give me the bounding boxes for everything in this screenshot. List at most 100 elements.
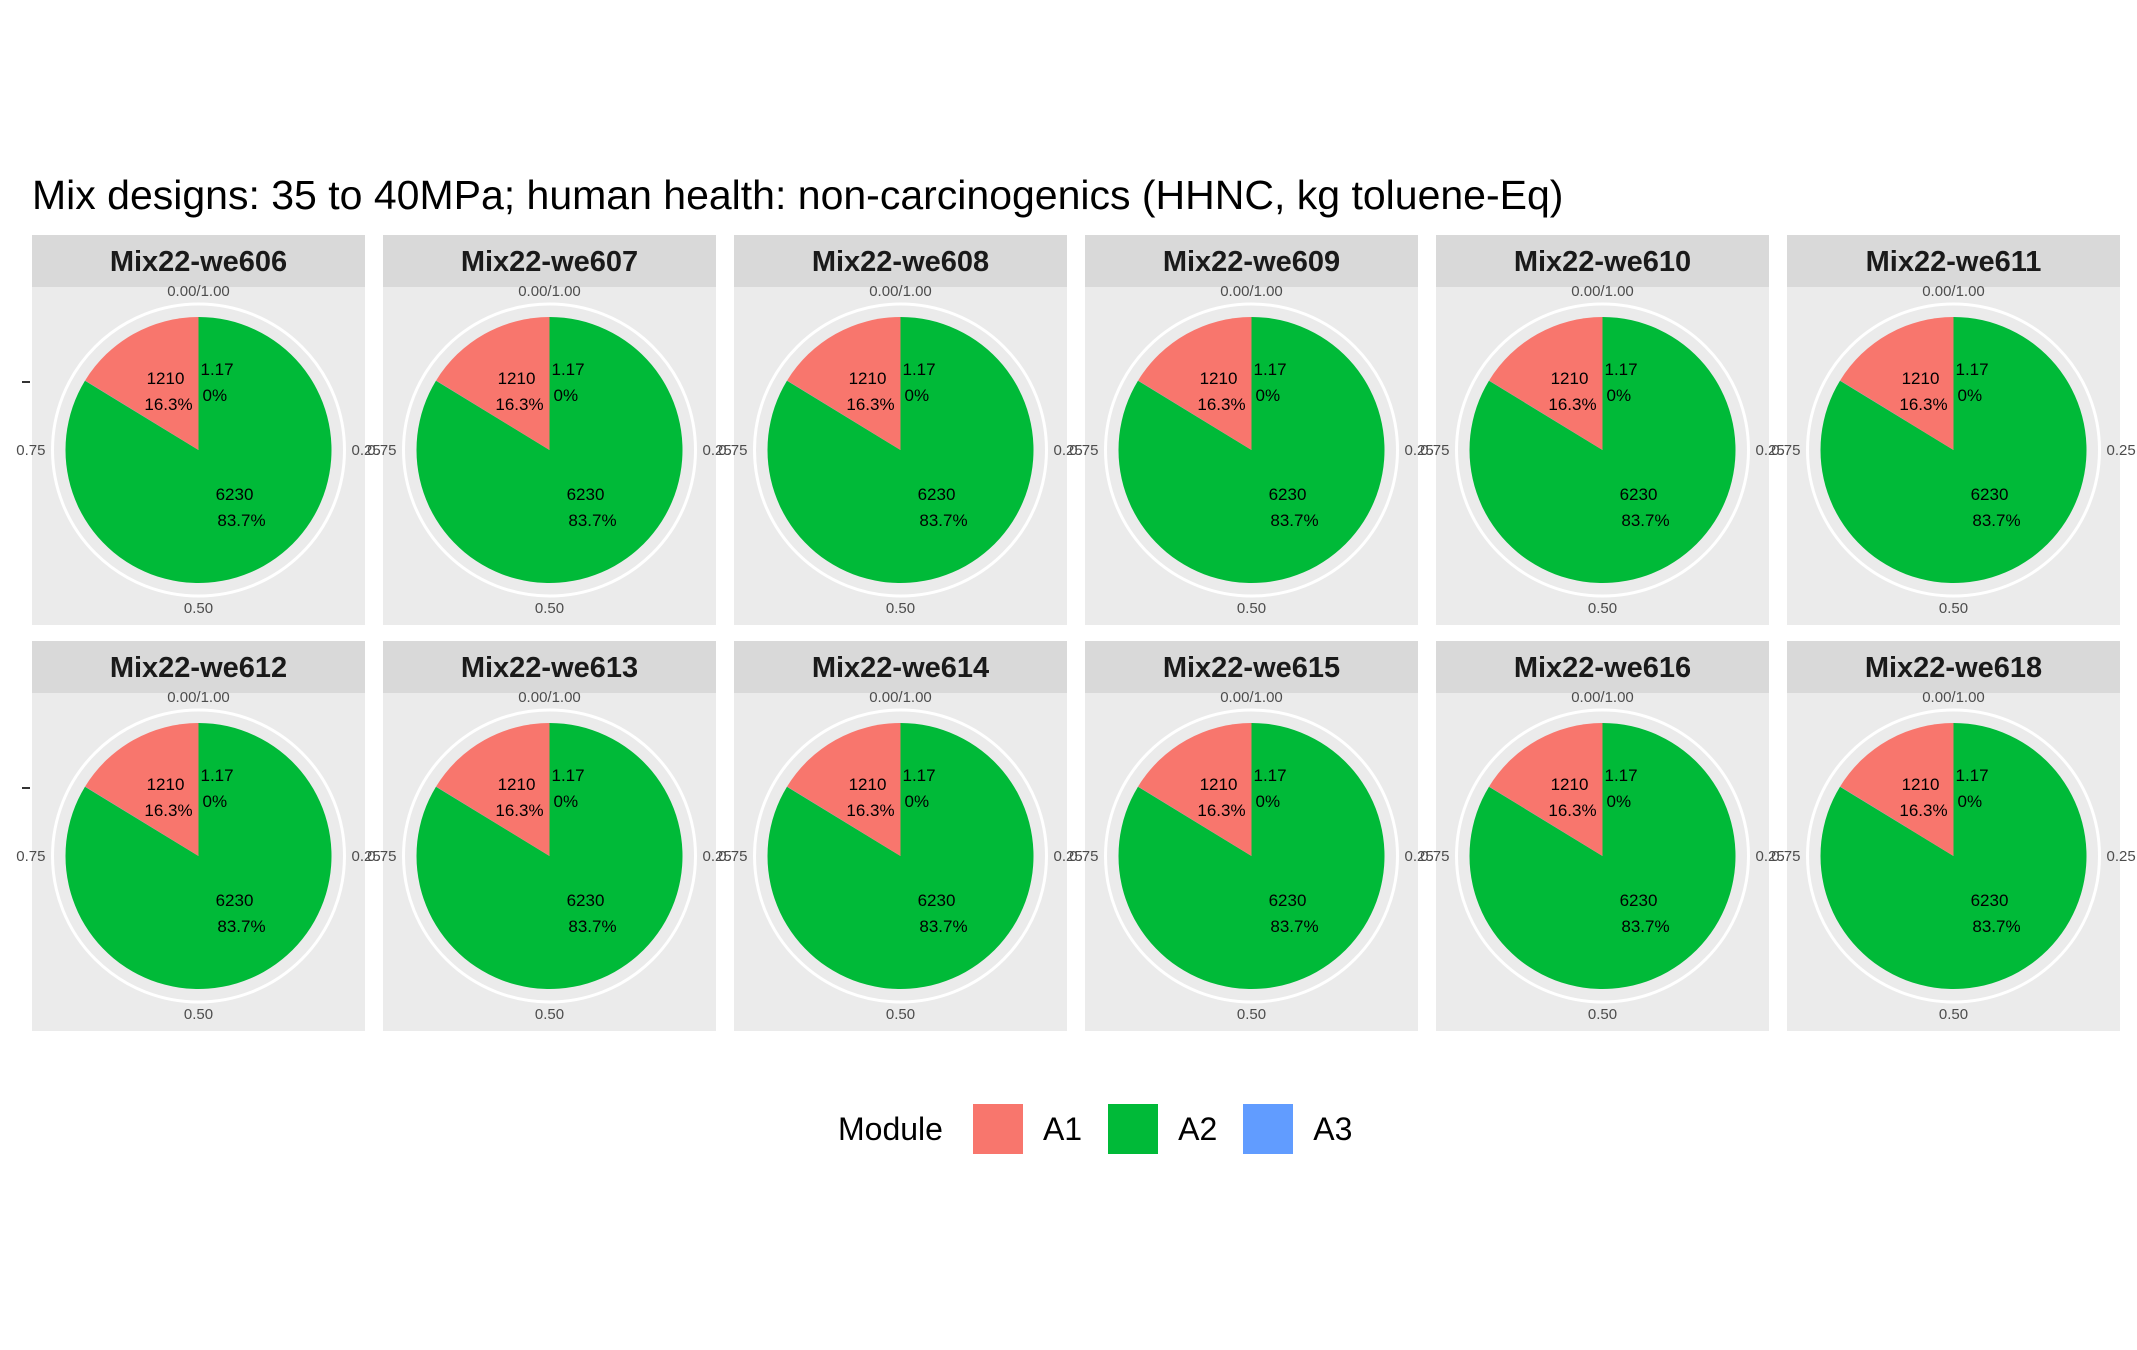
data-label-a1-pct: 16.3%	[144, 395, 192, 414]
legend-item-a1: A1	[972, 1104, 1082, 1154]
data-label-a3-value: 1.17	[1956, 360, 1989, 379]
panel-mix22-we614: Mix22-we614 0.00/1.00 0.25 0.50 0.75 1210 16.3…	[718, 641, 1083, 1031]
polar-grid-ring	[51, 302, 346, 598]
polar-grid-ring	[51, 708, 346, 1004]
legend-key-a3	[1243, 1104, 1294, 1154]
data-label-a2-pct: 83.7%	[1270, 917, 1318, 936]
data-label-a2-value: 6230	[567, 485, 605, 504]
data-label-a2-pct: 83.7%	[1270, 511, 1318, 530]
data-label-a3-pct: 0%	[203, 792, 228, 811]
panel-mix22-we611: Mix22-we611 0.00/1.00 0.25 0.50 0.75 1210 16.3…	[1771, 235, 2136, 625]
data-label-a2-value: 6230	[1620, 485, 1658, 504]
data-label-a3-value: 1.17	[201, 360, 234, 379]
data-label-a2-pct: 83.7%	[1972, 917, 2020, 936]
data-label-a1-value: 1210	[849, 775, 887, 794]
data-label-a2-pct: 83.7%	[217, 511, 265, 530]
data-label-a2-pct: 83.7%	[1621, 917, 1669, 936]
panel-strip	[1787, 235, 2120, 287]
panel-mix22-we613: Mix22-we613 0.00/1.00 0.25 0.50 0.75 1210 16.3…	[367, 641, 732, 1031]
panel-strip	[734, 235, 1067, 287]
data-label-a3-value: 1.17	[1605, 766, 1638, 785]
tick-label-left: 0.75	[1069, 848, 1098, 865]
data-label-a3-pct: 0%	[554, 386, 579, 405]
data-label-a3-value: 1.17	[1254, 360, 1287, 379]
tick-label-top: 0.00/1.00	[518, 689, 581, 706]
data-label-a2-value: 6230	[1620, 891, 1658, 910]
panel-strip	[32, 235, 365, 287]
data-label-a3-value: 1.17	[552, 360, 585, 379]
legend-key-a1	[972, 1104, 1023, 1154]
tick-label-top: 0.00/1.00	[1922, 283, 1985, 300]
panel-strip-label: Mix22-we614	[812, 652, 989, 684]
panel-strip	[1436, 235, 1769, 287]
pie-slice-a3	[786, 786, 901, 856]
data-label-a3-pct: 0%	[1256, 792, 1281, 811]
pie-slice-a3	[1137, 380, 1252, 450]
pie-slice-a2	[416, 723, 683, 990]
tick-label-right: 0.25	[1405, 442, 1434, 459]
data-label-a2-value: 6230	[1269, 485, 1307, 504]
data-label-a1-pct: 16.3%	[846, 395, 894, 414]
legend-item-a3: A3	[1243, 1104, 1352, 1154]
data-label-a1-pct: 16.3%	[495, 801, 543, 820]
panel-strip	[1085, 235, 1418, 287]
panel-mix22-we606: Mix22-we606 0.00/1.00 0.25 0.50 0.75 1210 16.3…	[16, 235, 381, 625]
legend: Module A1 A2 A3	[838, 1104, 1378, 1154]
tick-label-bottom: 0.50	[1939, 1006, 1968, 1023]
data-label-a3-pct: 0%	[905, 792, 930, 811]
polar-grid-ring	[753, 708, 1048, 1004]
polar-grid-ring	[1806, 708, 2101, 1004]
data-label-a2-pct: 83.7%	[919, 917, 967, 936]
pie-slice-a3	[435, 380, 550, 450]
data-label-a2-value: 6230	[216, 891, 254, 910]
tick-label-bottom: 0.50	[1237, 1006, 1266, 1023]
pie-slice-a3	[84, 380, 199, 450]
data-label-a2-value: 6230	[567, 891, 605, 910]
polar-grid-ring	[402, 302, 697, 598]
polar-grid-ring	[1455, 302, 1750, 598]
tick-label-top: 0.00/1.00	[167, 283, 230, 300]
tick-label-left: 0.75	[16, 848, 45, 865]
data-label-a3-value: 1.17	[552, 766, 585, 785]
data-label-a3-value: 1.17	[903, 766, 936, 785]
pie-slice-a1	[1489, 723, 1603, 856]
panel-mix22-we612: Mix22-we612 0.00/1.00 0.25 0.50 0.75 1210 16.3…	[16, 641, 381, 1031]
panel-mix22-we610: Mix22-we610 0.00/1.00 0.25 0.50 0.75 1210 16.3…	[1420, 235, 1785, 625]
data-label-a1-pct: 16.3%	[1899, 801, 1947, 820]
legend-title: Module	[838, 1110, 943, 1147]
pie-slice-a1	[1840, 723, 1954, 856]
tick-label-right: 0.25	[352, 442, 381, 459]
data-label-a2-value: 6230	[1269, 891, 1307, 910]
pie-slice-a3	[1488, 786, 1603, 856]
pie-slice-a1	[85, 317, 199, 450]
data-label-a1-value: 1210	[498, 369, 536, 388]
data-label-a3-value: 1.17	[903, 360, 936, 379]
legend-label-a3: A3	[1313, 1110, 1353, 1147]
tick-label-left: 0.75	[718, 442, 747, 459]
panel-strip	[383, 641, 716, 693]
data-label-a1-pct: 16.3%	[1197, 801, 1245, 820]
data-label-a3-pct: 0%	[1256, 386, 1281, 405]
data-label-a1-value: 1210	[1200, 775, 1238, 794]
tick-label-left: 0.75	[367, 442, 396, 459]
data-label-a2-pct: 83.7%	[568, 511, 616, 530]
panel-strip-label: Mix22-we618	[1865, 652, 2042, 684]
panel-strip	[1085, 641, 1418, 693]
tick-label-right: 0.25	[1405, 848, 1434, 865]
data-label-a2-value: 6230	[918, 485, 956, 504]
data-label-a1-value: 1210	[1902, 775, 1940, 794]
tick-label-bottom: 0.50	[535, 600, 564, 617]
pie-slice-a1	[436, 317, 550, 450]
tick-label-bottom: 0.50	[886, 600, 915, 617]
pie-slice-a3	[1839, 786, 1954, 856]
tick-label-right: 0.25	[2107, 442, 2136, 459]
tick-label-bottom: 0.50	[184, 600, 213, 617]
tick-label-left: 0.75	[1420, 848, 1449, 865]
data-label-a1-value: 1210	[1902, 369, 1940, 388]
data-label-a3-value: 1.17	[1254, 766, 1287, 785]
data-label-a3-pct: 0%	[1958, 792, 1983, 811]
polar-grid-ring	[1104, 302, 1399, 598]
tick-label-bottom: 0.50	[1588, 1006, 1617, 1023]
polar-grid-ring	[753, 302, 1048, 598]
